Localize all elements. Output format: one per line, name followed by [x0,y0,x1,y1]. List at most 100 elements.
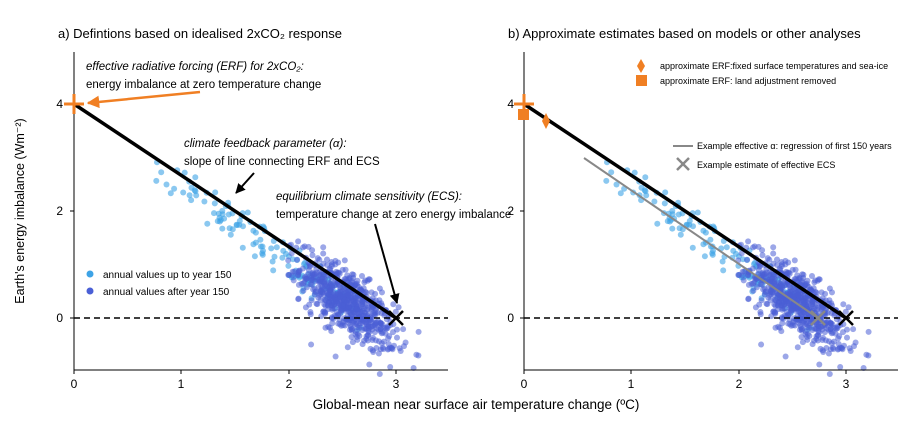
scatter-point [328,315,335,322]
scatter-point [188,184,195,191]
scatter-point [359,308,366,314]
scatter-point [363,289,370,296]
scatter-point [375,350,382,357]
scatter-point [395,304,402,311]
scatter-point [791,257,798,264]
scatter-point [369,337,376,343]
panel-a-xtick-label-1: 1 [178,377,185,391]
panel-a: a) Defintions based on idealised 2xCO₂ r… [13,26,511,391]
scatter-point [844,326,850,333]
scatter-point [341,257,348,264]
scatter-point [386,333,393,340]
scatter-point [779,320,786,327]
scatter-point [352,328,359,335]
legend-diamond-marker [637,59,645,73]
scatter-point [837,364,844,370]
scatter-point [317,291,324,298]
scatter-point [608,169,615,176]
annotation-feedback-line2: slope of line connecting ERF and ECS [184,156,380,168]
legend-x-marker [676,157,690,171]
scatter-point [840,301,847,308]
scatter-point [795,292,802,299]
scatter-point [390,301,397,308]
scatter-point [694,209,701,216]
panel-a-xtick-label-0: 0 [71,377,78,391]
scatter-point [294,256,300,263]
scatter-point [701,253,708,260]
scatter-point [744,256,750,263]
scatter-point [310,274,317,281]
scatter-point [308,297,315,304]
x-axis-label: Global-mean near surface air temperature… [313,397,640,412]
scatter-point [204,220,211,227]
scatter-point [771,309,778,316]
scatter-point [363,320,370,327]
scatter-point [865,328,872,335]
scatter-point [767,297,774,304]
scatter-point [789,287,796,294]
scatter-point [285,272,292,278]
scatter-point [613,181,620,188]
panel-b-ytick-label-2: 2 [507,204,514,218]
scatter-point [366,361,373,368]
y-axis-label: Earth's energy imbalance (Wm⁻²) [13,118,27,303]
scatter-point [380,344,386,351]
panel-a-erf-marker [64,94,84,114]
scatter-point [343,299,350,305]
scatter-point [847,348,854,354]
scatter-point [802,328,809,335]
scatter-point [805,299,811,306]
scatter-point [221,215,228,222]
panel-b-points [603,159,872,377]
scatter-point [352,294,359,301]
scatter-point [642,174,649,181]
scatter-point [257,236,264,243]
scatter-point [828,340,835,347]
scatter-point [842,308,849,315]
scatter-point [302,304,309,311]
scatter-point [740,277,747,284]
scatter-point [318,283,325,290]
scatter-point [320,244,327,251]
scatter-point [295,296,302,303]
scatter-point [186,192,193,199]
scatter-point [782,353,789,360]
panel-a-ecs-marker [388,310,404,326]
panel-b-ecs-marker [838,310,854,326]
scatter-point [379,329,386,336]
scatter-point [322,324,329,331]
scatter-point [761,285,768,292]
scatter-point [332,291,339,298]
scatter-point [394,334,400,341]
scatter-point [349,308,356,315]
scatter-point [349,271,356,278]
scatter-point [307,309,314,315]
scatter-point [819,337,826,343]
scatter-point [766,276,773,283]
scatter-point [826,297,833,304]
scatter-point [720,267,727,274]
scatter-point [244,209,251,216]
scatter-point [745,296,752,303]
legend-late-marker [86,287,94,295]
scatter-point [813,325,820,332]
panel-b-xticks: 0 1 2 3 [521,370,850,391]
annotation-ecs-arrow [374,223,400,304]
scatter-point [311,285,318,292]
scatter-point [368,314,374,321]
scatter-point [376,371,383,377]
scatter-point [308,341,315,348]
scatter-point [778,328,785,335]
scatter-point [389,346,396,353]
panel-b-fixed-sst-diamond [542,113,550,129]
panel-a-ecs-line [73,102,397,320]
scatter-point [239,244,246,251]
scatter-point [833,325,840,332]
scatter-point [752,304,759,311]
scatter-point [789,302,796,309]
scatter-point [631,169,638,176]
scatter-point [792,266,799,273]
scatter-point [180,189,187,196]
scatter-point [651,198,658,205]
scatter-point [825,350,832,357]
